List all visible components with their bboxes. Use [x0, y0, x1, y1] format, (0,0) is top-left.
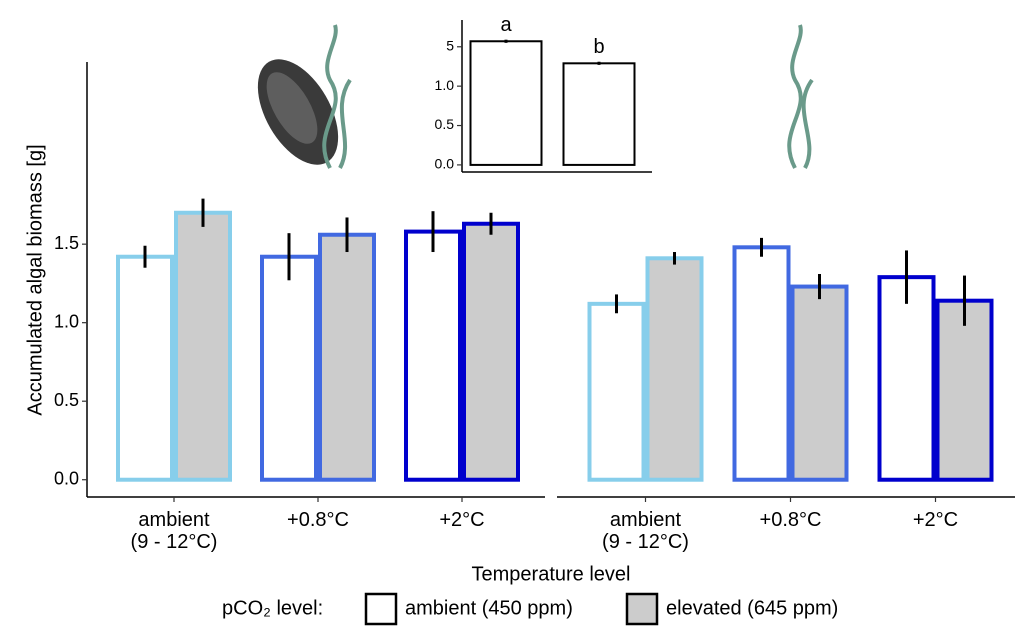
y-tick-label: 5	[446, 37, 454, 53]
bar	[645, 256, 704, 482]
x-tick-label: +0.8°C	[759, 509, 822, 531]
bar	[462, 221, 520, 482]
y-tick-label: 0.5	[54, 390, 79, 410]
y-tick-label: 1.0	[435, 77, 455, 93]
annotation: a	[500, 14, 512, 36]
x-tick-label: +2°C	[912, 509, 959, 531]
x-tick-label: ambient (9 - 12°C)	[130, 509, 218, 553]
bar	[562, 62, 636, 166]
legend-label: elevated (645 ppm)	[666, 597, 838, 619]
bar	[935, 298, 994, 482]
x-tick-label: +2°C	[439, 509, 485, 531]
y-axis-title: Accumulated algal biomass [g]	[24, 144, 46, 415]
y-tick-label: 0.0	[435, 156, 455, 172]
x-tick-label: ambient (9 - 12°C)	[602, 509, 689, 553]
x-tick-label: +0.8°C	[287, 509, 349, 531]
y-tick-label: 1.0	[54, 311, 79, 331]
legend-title: pCO₂ level:	[222, 597, 323, 619]
bar	[318, 232, 376, 482]
bar	[732, 245, 791, 482]
legend-label: ambient (450 ppm)	[405, 597, 573, 619]
y-tick-label: 0.0	[54, 468, 79, 488]
legend-swatch	[625, 592, 659, 626]
bar	[116, 254, 174, 482]
annotation: b	[593, 36, 604, 58]
bar	[469, 40, 543, 166]
bar	[404, 229, 462, 482]
legend-swatch	[364, 592, 398, 626]
mussel-icon	[257, 59, 339, 165]
bar	[790, 284, 849, 482]
bar	[877, 275, 936, 482]
x-axis-title: Temperature level	[472, 563, 631, 585]
bar	[587, 301, 646, 482]
bar	[260, 254, 318, 482]
y-tick-label: 0.5	[435, 116, 455, 132]
bar	[174, 210, 232, 482]
y-tick-label: 1.5	[54, 233, 79, 253]
